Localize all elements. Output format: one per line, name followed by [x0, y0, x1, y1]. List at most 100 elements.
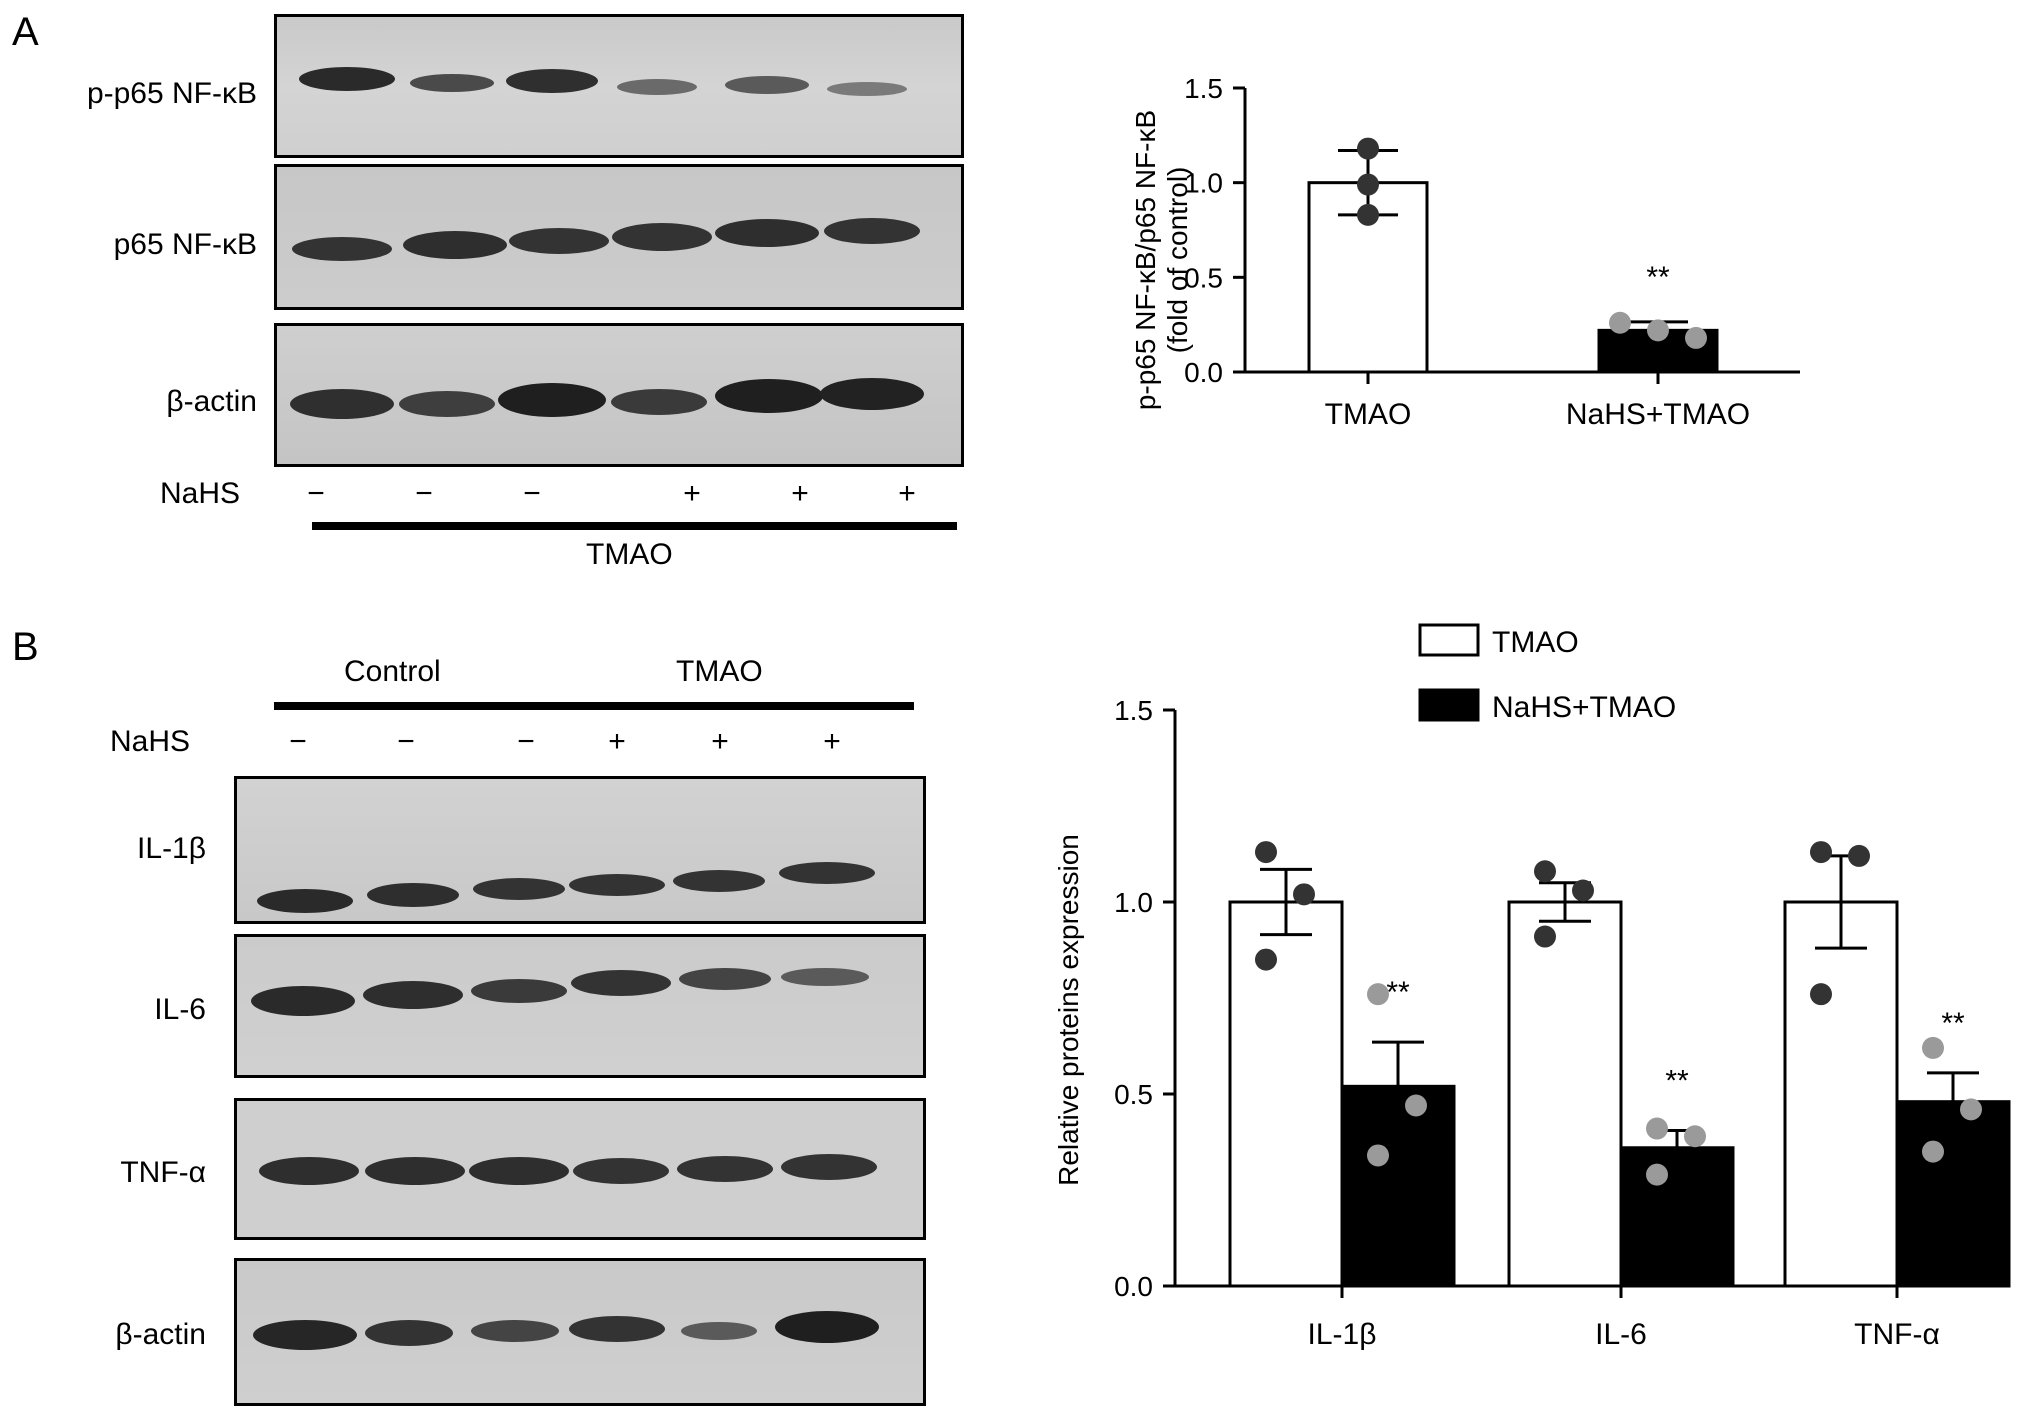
legend-label-nahs: NaHS+TMAO [1492, 691, 1676, 724]
chart-b-ylabel: Relative proteins expression [1053, 834, 1084, 1186]
chart-b-bar-2-1 [1895, 1100, 2011, 1288]
chart-b-point-2-0-2 [1810, 983, 1832, 1006]
chart-a-point-1-2 [1685, 326, 1707, 349]
blot-a-sign-3: − [523, 477, 541, 510]
blot-b-sign-1: − [289, 725, 307, 758]
band-a1-5 [725, 76, 809, 94]
chart-b-point-2-0-0 [1810, 841, 1832, 864]
blot-a-row-2 [274, 164, 964, 310]
chart-a-xtick-label-1: NaHS+TMAO [1566, 398, 1750, 431]
band-a3-4 [611, 389, 707, 415]
blot-a-sign-6: + [898, 477, 916, 510]
blot-b-treatment-label: NaHS [110, 725, 191, 758]
legend-swatch-nahs [1418, 688, 1480, 722]
band-b1-6 [779, 862, 875, 884]
band-b3-5 [677, 1156, 773, 1182]
chart-a-ytick-label-0: 0.0 [1184, 357, 1223, 388]
chart-b-point-2-1-0 [1922, 1036, 1944, 1059]
blot-a-treatment-label: NaHS [160, 477, 241, 510]
blot-a-row-label-3: β-actin [166, 385, 257, 418]
band-b1-5 [673, 870, 765, 892]
band-a1-6 [827, 82, 907, 96]
blot-a-group-label: TMAO [586, 538, 673, 571]
chart-a-xtick-label-0: TMAO [1325, 398, 1412, 431]
chart-a-ytick-label-2: 1.0 [1184, 168, 1223, 199]
chart-b-point-0-1-1 [1405, 1094, 1427, 1117]
legend-swatch-tmao [1418, 623, 1480, 657]
band-b3-6 [781, 1154, 877, 1180]
band-a2-1 [292, 237, 392, 261]
band-a3-6 [820, 378, 924, 410]
chart-b-point-2-0-1 [1848, 844, 1870, 867]
band-b3-1 [259, 1157, 359, 1185]
blot-b-sign-6: + [823, 725, 841, 758]
blot-b-group-line [274, 702, 914, 710]
chart-b-point-0-0-1 [1293, 883, 1315, 906]
blot-b-group-label-tmao: TMAO [676, 655, 763, 688]
chart-b-point-0-0-0 [1255, 841, 1277, 864]
band-a3-1 [290, 389, 394, 419]
chart-a-point-0-1 [1357, 173, 1379, 196]
band-a3-5 [715, 379, 823, 413]
band-a1-1 [299, 67, 395, 91]
band-b2-1 [251, 986, 355, 1016]
blot-b-group-label-control: Control [344, 655, 441, 688]
blot-b-sign-2: − [397, 725, 415, 758]
band-b2-4 [571, 970, 671, 996]
band-b2-6 [781, 968, 869, 986]
chart-b-bar-1-1 [1619, 1146, 1735, 1288]
band-b3-2 [365, 1157, 465, 1185]
blot-b-sign-3: − [517, 725, 535, 758]
band-b1-2 [367, 883, 459, 907]
chart-b-bar-2-0 [1783, 900, 1899, 1288]
band-a2-2 [403, 231, 507, 259]
blot-b-row-2 [234, 934, 926, 1078]
band-a1-3 [506, 69, 598, 93]
chart-b-bar-0-0 [1228, 900, 1344, 1288]
band-b2-2 [363, 981, 463, 1009]
chart-b-xtick-label-2: TNF-α [1854, 1318, 1940, 1351]
blot-b-row-1 [234, 776, 926, 924]
legend-label-tmao: TMAO [1492, 626, 1579, 659]
chart-b-bar-1-0 [1507, 900, 1623, 1288]
chart-a: p-p65 NF-κB/p65 NF-κB (fold of control) … [1130, 73, 1800, 431]
blot-a-sign-1: − [307, 477, 325, 510]
chart-a-ylabel-line2: (fold of control) [1162, 167, 1193, 354]
blot-a-row-3 [274, 323, 964, 467]
chart-b-legend: TMAO NaHS+TMAO [1418, 623, 1676, 724]
band-b2-3 [471, 979, 567, 1003]
panel-letter-b: B [12, 625, 39, 669]
band-a1-2 [410, 74, 494, 92]
band-b4-6 [775, 1311, 879, 1343]
chart-b-point-1-1-2 [1646, 1163, 1668, 1186]
chart-b-xtick-label-0: IL-1β [1308, 1318, 1377, 1351]
chart-b-ytick-label-0: 0.0 [1114, 1271, 1153, 1302]
chart-b-point-1-0-2 [1534, 925, 1556, 948]
band-b4-2 [365, 1320, 453, 1346]
blot-b-row-label-1: IL-1β [137, 832, 206, 865]
blot-b-row-label-3: TNF-α [120, 1156, 206, 1189]
band-a1-4 [617, 79, 697, 95]
band-b1-3 [473, 878, 565, 900]
chart-b-point-1-0-1 [1572, 879, 1594, 902]
chart-a-point-1-1 [1647, 319, 1669, 342]
chart-b-point-0-1-0 [1367, 983, 1389, 1006]
blot-a-row-label-2: p65 NF-κB [113, 228, 257, 261]
blot-b-row-4 [234, 1258, 926, 1406]
blot-b-row-label-2: IL-6 [154, 993, 206, 1026]
band-a3-2 [399, 391, 495, 417]
band-b3-4 [573, 1158, 669, 1184]
chart-b-point-1-0-0 [1534, 860, 1556, 883]
chart-b-ytick-label-2: 1.0 [1114, 887, 1153, 918]
chart-b-point-1-1-1 [1684, 1125, 1706, 1148]
chart-a-point-0-2 [1357, 203, 1379, 226]
band-b4-5 [681, 1322, 757, 1340]
chart-b-ytick-label-3: 1.5 [1114, 695, 1153, 726]
chart-b-point-0-0-2 [1255, 948, 1277, 971]
band-b3-3 [469, 1157, 569, 1185]
chart-b-sig-0: ** [1386, 976, 1410, 1009]
chart-a-point-1-0 [1609, 311, 1631, 334]
chart-b-point-1-1-0 [1646, 1117, 1668, 1140]
panel-letter-a: A [12, 10, 39, 54]
chart-b-point-2-1-1 [1960, 1098, 1982, 1121]
